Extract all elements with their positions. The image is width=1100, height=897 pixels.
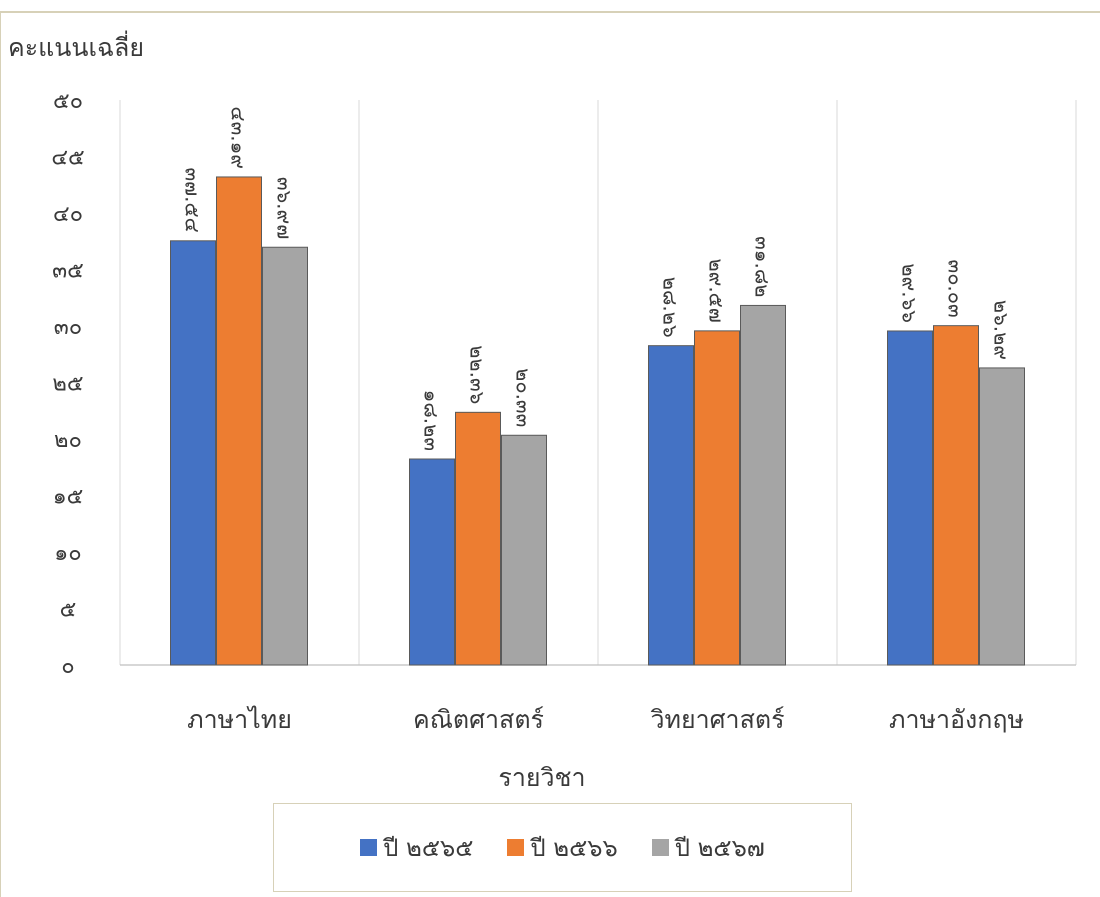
data-label: ๒๖.๒๙	[990, 300, 1014, 360]
data-label: ๓๗.๕๔	[181, 167, 205, 232]
y-tick-label: ๓๐	[54, 315, 82, 340]
y-tick-label: ๑๕	[53, 485, 84, 510]
data-label: ๔๓.๑๙	[227, 106, 251, 169]
data-label: ๒๐.๓๓	[512, 368, 536, 427]
legend: ปี ๒๕๖๕ ปี ๒๕๖๖ ปี ๒๕๖๗	[273, 803, 852, 892]
bar	[170, 240, 216, 666]
bar	[933, 325, 979, 666]
x-tick-labels: ภาษาไทย คณิตศาสตร์ วิทยาศาสตร์ ภาษาอังกฤษ	[187, 705, 1024, 734]
y-tick-label: ๔๕	[51, 146, 84, 171]
y-tick-label: ๒๐	[54, 428, 82, 453]
bar	[409, 458, 455, 666]
x-tick-label: คณิตศาสตร์	[413, 705, 544, 734]
data-label: ๓๐.๐๓	[944, 260, 968, 318]
data-label: ๓๑.๘๒	[751, 236, 775, 297]
bar	[501, 434, 547, 666]
bar	[694, 330, 740, 666]
legend-swatch	[507, 839, 525, 856]
data-label: ๒๙.๕๗	[705, 258, 729, 322]
bars	[170, 176, 1025, 666]
bar	[740, 304, 786, 666]
data-label: ๓๖.๙๗	[273, 177, 297, 239]
y-tick-label: ๒๕	[52, 372, 83, 397]
y-tick-label: ๕	[60, 598, 77, 623]
data-label: ๒๒.๓๖	[466, 345, 490, 404]
x-tick-label: ภาษาไทย	[187, 705, 292, 734]
x-tick-label: วิทยาศาสตร์	[650, 705, 784, 734]
bar	[262, 246, 308, 666]
bar	[979, 367, 1025, 666]
y-tick-label: ๔๐	[53, 202, 83, 227]
legend-item: ปี ๒๕๖๖	[507, 828, 618, 867]
legend-item: ปี ๒๕๖๗	[651, 828, 765, 867]
data-label: ๒๘.๒๖	[659, 277, 683, 338]
y-tick-labels: ๐ ๕ ๑๐ ๑๕ ๒๐ ๒๕ ๓๐ ๓๕ ๔๐ ๔๕ ๕๐	[51, 89, 84, 679]
bar	[887, 330, 933, 666]
bar	[216, 176, 262, 666]
bar	[455, 411, 501, 666]
data-label: ๑๘.๒๓	[420, 390, 444, 451]
legend-swatch	[651, 839, 669, 856]
legend-label: ปี ๒๕๖๕	[383, 834, 474, 862]
bar	[648, 345, 694, 666]
y-tick-label: ๐	[61, 654, 74, 679]
y-axis-title: คะแนนเฉลี่ย	[8, 30, 144, 62]
x-tick-label: ภาษาอังกฤษ	[889, 705, 1024, 734]
legend-label: ปี ๒๕๖๗	[674, 834, 765, 862]
legend-item: ปี ๒๕๖๕	[360, 828, 473, 867]
x-axis-title: รายวิชา	[498, 763, 585, 792]
y-tick-label: ๑๐	[54, 541, 81, 566]
y-tick-label: ๓๕	[52, 259, 84, 284]
legend-swatch	[360, 839, 378, 856]
data-label: ๒๙.๖๖	[898, 263, 922, 323]
legend-label: ปี ๒๕๖๖	[530, 834, 618, 862]
y-tick-label: ๕๐	[53, 89, 83, 114]
